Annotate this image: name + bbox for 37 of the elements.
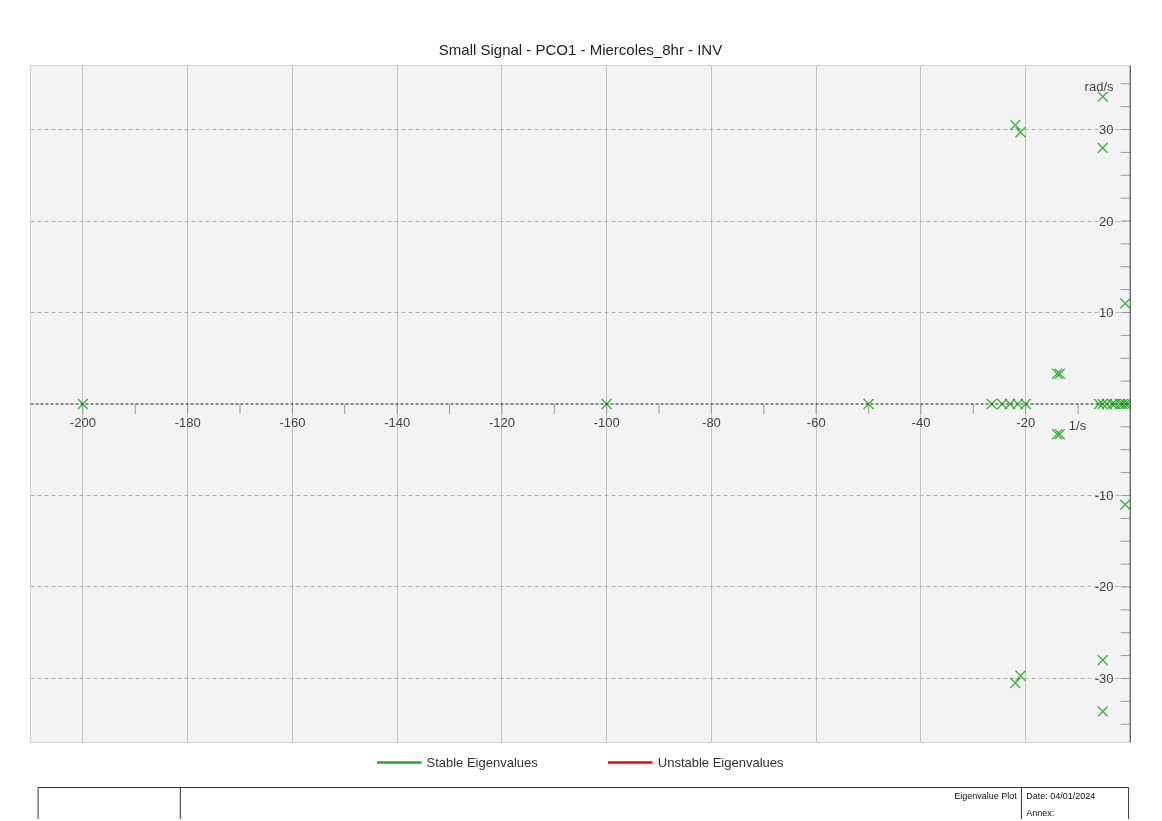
point bbox=[1009, 677, 1021, 689]
y-tick-label: -10 bbox=[1094, 487, 1114, 503]
x-tick-label: -180 bbox=[174, 415, 201, 430]
x-tick-label: -100 bbox=[593, 415, 620, 430]
x-tick-label: -40 bbox=[911, 415, 931, 430]
y-tick-label: -20 bbox=[1094, 579, 1114, 595]
x-tick-label: -200 bbox=[69, 415, 96, 430]
point bbox=[1119, 498, 1131, 511]
legend-label: Stable Eigenvalues bbox=[426, 754, 538, 770]
point bbox=[1014, 126, 1027, 138]
point bbox=[1097, 90, 1109, 103]
x-axis-title: 1/s bbox=[1068, 418, 1087, 433]
text: Annex: bbox=[1026, 807, 1055, 818]
x-tick-label: -160 bbox=[279, 415, 306, 430]
point bbox=[77, 398, 89, 410]
y-tick-label: -30 bbox=[1094, 670, 1114, 686]
legend-label: Unstable Eigenvalues bbox=[657, 754, 784, 770]
x-tick-label: -80 bbox=[702, 415, 721, 430]
y-tick-label: 30 bbox=[1099, 122, 1114, 138]
point bbox=[862, 398, 875, 410]
point bbox=[1014, 670, 1027, 682]
point bbox=[1097, 654, 1109, 666]
y-tick-label: 20 bbox=[1099, 213, 1114, 229]
x-tick-label: -120 bbox=[488, 415, 515, 430]
y-tick-label: 10 bbox=[1099, 305, 1114, 321]
x-tick-label: -140 bbox=[384, 415, 411, 430]
point bbox=[1097, 142, 1109, 154]
chart-title: Small Signal - PCO1 - Miercoles_8hr - INV bbox=[438, 40, 723, 58]
text: Eigenvalue Plot bbox=[954, 790, 1018, 801]
point bbox=[1119, 297, 1131, 310]
x-tick-label: -20 bbox=[1016, 415, 1036, 430]
point bbox=[1009, 119, 1021, 131]
text: Date: 04/01/2024 bbox=[1026, 790, 1096, 801]
point bbox=[601, 398, 613, 410]
point bbox=[1097, 705, 1109, 718]
y-axis-title: rad/s bbox=[1084, 79, 1114, 94]
x-tick-label: -60 bbox=[806, 415, 826, 430]
